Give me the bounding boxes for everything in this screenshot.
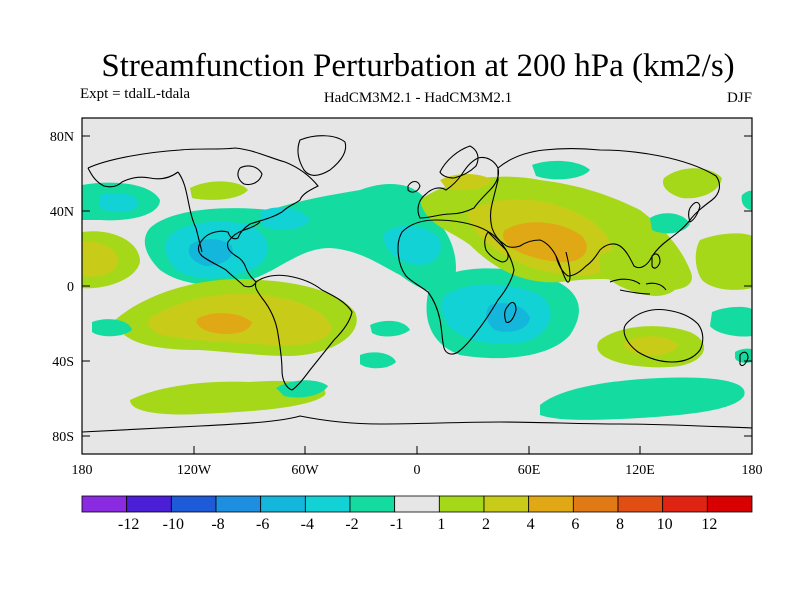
colorbar-swatch bbox=[394, 495, 440, 513]
anomaly-np-neg-core bbox=[100, 192, 139, 213]
anomaly-cam-neg-core2 bbox=[188, 239, 233, 266]
coast-north-america bbox=[87, 147, 319, 288]
season-label: DJF bbox=[727, 90, 752, 106]
colorbar-swatch bbox=[349, 495, 396, 513]
colorbar-swatch bbox=[528, 495, 574, 513]
lon-tick-label: 180 bbox=[72, 463, 93, 478]
coast-madagascar bbox=[504, 301, 517, 323]
colorbar-swatch bbox=[572, 495, 619, 513]
coast-south-america bbox=[254, 274, 353, 391]
colorbar-label: -2 bbox=[345, 516, 358, 533]
anomaly-so-atl-pos bbox=[130, 380, 326, 415]
lat-tick-label: 80N bbox=[50, 130, 74, 145]
anomaly-japan-pos bbox=[662, 168, 722, 199]
colorbar-swatch bbox=[617, 495, 664, 513]
colorbar-label: 12 bbox=[701, 516, 717, 533]
anomaly-so-pac-neg bbox=[540, 377, 745, 420]
colorbar-swatch bbox=[662, 495, 708, 513]
colorbar-label: 2 bbox=[482, 516, 490, 533]
colorbar-swatch bbox=[215, 495, 262, 513]
lon-tick-label: 120W bbox=[177, 463, 212, 478]
colorbar-label: -8 bbox=[211, 516, 224, 533]
lon-tick-label: 0 bbox=[414, 463, 421, 478]
colorbar-label: -6 bbox=[256, 516, 269, 533]
lon-tick-label: 60E bbox=[518, 463, 541, 478]
coast-new-zealand bbox=[739, 351, 749, 367]
coast-indonesia bbox=[609, 278, 667, 295]
anomaly-satl-small bbox=[370, 320, 410, 337]
anomaly-aus-pos-core bbox=[624, 336, 678, 356]
colorbar-swatch bbox=[81, 495, 128, 513]
colorbar-swatch bbox=[438, 495, 485, 513]
colorbar-swatch bbox=[483, 495, 530, 513]
anomaly-far-right bbox=[741, 190, 752, 210]
coast-africa bbox=[397, 219, 515, 355]
axis-ticks bbox=[81, 135, 753, 454]
coast-uk bbox=[407, 180, 421, 193]
colorbar-label: 4 bbox=[527, 516, 535, 533]
coast-japan bbox=[687, 201, 701, 223]
coast-west-na bbox=[177, 171, 203, 253]
lat-tick-label: 40S bbox=[52, 355, 74, 370]
coast-hudson bbox=[237, 165, 263, 186]
coast-alaska bbox=[87, 167, 179, 188]
anomaly-sib-neg bbox=[532, 160, 590, 180]
anomaly-na-pos bbox=[190, 181, 248, 200]
colorbar-swatch bbox=[260, 495, 306, 513]
colorbar-swatch bbox=[170, 495, 217, 513]
model-label: HadCM3M2.1 - HadCM3M2.1 bbox=[324, 90, 512, 106]
coast-antarctica bbox=[82, 415, 752, 433]
anomaly-saf-neg-core2 bbox=[486, 303, 530, 332]
colorbar-label: 8 bbox=[616, 516, 624, 533]
colorbar-label: 6 bbox=[571, 516, 579, 533]
colorbar-swatch bbox=[304, 495, 351, 513]
coast-europe bbox=[417, 156, 500, 219]
colorbar-label: -4 bbox=[301, 516, 314, 533]
anomaly-japan-neg bbox=[650, 213, 690, 234]
anomaly-swp-neg bbox=[92, 319, 132, 337]
lat-tick-label: 40N bbox=[50, 205, 74, 220]
coast-philippines bbox=[651, 253, 661, 269]
coast-asia bbox=[489, 147, 721, 277]
lat-tick-label: 0 bbox=[67, 280, 74, 295]
coast-scandinavia bbox=[439, 145, 479, 179]
coastlines bbox=[82, 135, 752, 433]
colorbar: -12 -10 -8 -6 -4 -2 -1 1 2 4 6 8 10 12 bbox=[81, 495, 753, 533]
colorbar-label: -10 bbox=[163, 516, 184, 533]
lon-tick-label: 120E bbox=[625, 463, 655, 478]
expt-label: Expt = tdalL-tdala bbox=[80, 86, 190, 102]
colorbar-label: -1 bbox=[390, 516, 403, 533]
colorbar-swatch bbox=[126, 495, 172, 513]
plot-title: Streamfunction Perturbation at 200 hPa (… bbox=[101, 48, 734, 84]
anomaly-so-satl-neg bbox=[276, 380, 328, 398]
anomaly-wpac-pos bbox=[600, 249, 682, 296]
coast-greenland bbox=[297, 135, 347, 176]
coast-australia bbox=[623, 308, 704, 363]
colorbar-swatch bbox=[706, 495, 753, 513]
anomaly-satl-small2 bbox=[360, 352, 396, 369]
colorbar-label: 1 bbox=[437, 516, 445, 533]
colorbar-label: -12 bbox=[118, 516, 139, 533]
anomaly-natl-neg-core bbox=[260, 207, 310, 230]
anomaly-rpac-pos bbox=[695, 233, 752, 290]
anomaly-sp-pos-core bbox=[196, 313, 252, 334]
colorbar-label: 10 bbox=[657, 516, 673, 533]
lat-tick-label: 80S bbox=[52, 430, 74, 445]
coast-india bbox=[555, 251, 571, 283]
lon-tick-label: 60W bbox=[291, 463, 319, 478]
coast-arabia bbox=[484, 231, 509, 263]
anomaly-ep-pos-core bbox=[82, 241, 119, 277]
anomaly-aus-neg-e bbox=[710, 306, 752, 337]
lon-tick-label: 180 bbox=[742, 463, 763, 478]
